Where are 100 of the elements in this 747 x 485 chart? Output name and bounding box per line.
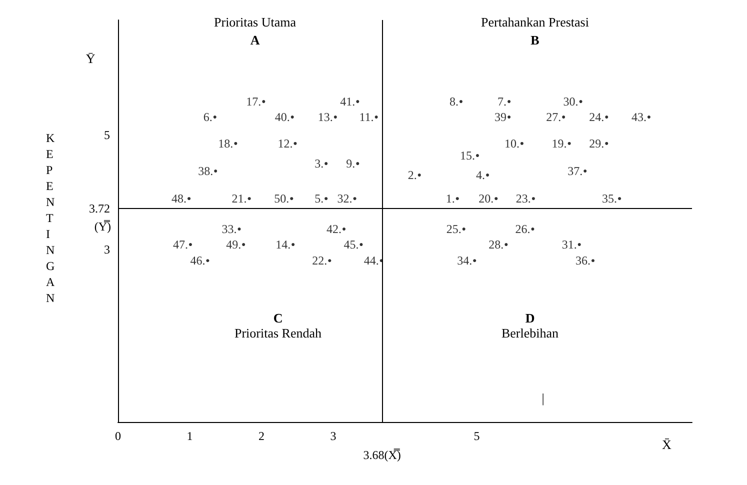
point — [334, 116, 337, 119]
point — [562, 116, 566, 119]
point — [242, 243, 246, 246]
point — [262, 100, 266, 104]
y-axis-title: Ȳ — [86, 51, 96, 66]
annotation: C — [273, 310, 283, 326]
point — [360, 243, 363, 246]
x-tick-label: 0 — [115, 429, 121, 443]
series-label: 11. — [359, 110, 374, 124]
point — [213, 116, 216, 119]
point — [324, 197, 328, 200]
point — [504, 243, 508, 246]
series-label: 7. — [498, 94, 507, 109]
series-label: 20. — [478, 192, 494, 206]
series-label: 34. — [457, 254, 472, 268]
x-tick-label: 3 — [330, 429, 336, 443]
series-label: 19. — [552, 136, 567, 150]
point — [494, 197, 498, 200]
series-label: 31. — [562, 238, 577, 252]
point — [353, 197, 356, 200]
series-label: 18. — [218, 136, 234, 150]
y-tick-label: 5 — [104, 128, 110, 142]
point — [292, 243, 295, 246]
series-label: 25. — [446, 222, 462, 236]
annotation: B — [530, 32, 540, 48]
annotation: Berlebihan — [501, 326, 560, 340]
point — [508, 100, 511, 104]
point — [290, 197, 294, 200]
series-label: 1. — [446, 192, 455, 206]
point — [584, 170, 587, 173]
series-label: 5. — [314, 192, 324, 206]
series-label: 28. — [488, 238, 504, 252]
x-tick-label: 2 — [258, 429, 264, 443]
series-label: 17. — [246, 94, 262, 109]
point — [248, 197, 251, 200]
point — [456, 197, 459, 200]
point — [324, 162, 328, 166]
series-label: 30. — [563, 94, 578, 109]
point — [214, 170, 218, 173]
series-label: 29. — [589, 136, 604, 150]
point — [486, 174, 490, 177]
y-tick-label: 3 — [104, 242, 110, 257]
series-label: 42. — [326, 222, 342, 236]
point — [520, 142, 524, 145]
point — [508, 116, 511, 119]
point — [342, 228, 346, 231]
point — [356, 100, 360, 104]
point — [188, 243, 192, 246]
series-label: 2. — [408, 168, 417, 182]
series-label: 14. — [276, 238, 291, 252]
point — [605, 116, 608, 119]
series-label: 33. — [222, 222, 237, 236]
point — [206, 259, 210, 262]
series-label: 9. — [346, 156, 356, 171]
series-label: 39 — [494, 110, 507, 124]
point — [459, 100, 462, 104]
series-label: 37. — [568, 164, 583, 178]
point — [618, 197, 622, 200]
point — [568, 142, 571, 145]
annotation: Pertahankan Prestasi — [481, 14, 590, 30]
series-label: 48. — [172, 192, 187, 206]
series-label: 13. — [318, 110, 333, 124]
series-label: 45. — [344, 238, 359, 252]
point — [238, 228, 241, 231]
text: KEPENTINGAN — [46, 131, 55, 305]
series-label: 41. — [340, 94, 356, 109]
point — [531, 228, 534, 231]
point — [328, 259, 332, 262]
point — [532, 197, 535, 200]
point — [234, 142, 238, 145]
point — [462, 228, 466, 231]
point — [647, 116, 650, 119]
annotation: Prioritas Utama — [214, 14, 296, 30]
annotation: D — [525, 310, 535, 326]
series-label: 47. — [172, 238, 188, 252]
series-label: 23. — [516, 192, 531, 206]
series-label: 12. — [278, 136, 293, 150]
annotation: A — [250, 32, 260, 48]
point — [591, 259, 594, 262]
point — [579, 100, 582, 104]
series-label: 32. — [337, 192, 352, 206]
series-label: 46. — [190, 254, 206, 268]
series-label: 36. — [575, 254, 590, 268]
series-label: 40. — [274, 110, 290, 124]
series-label: 10. — [504, 136, 520, 150]
point — [294, 142, 297, 145]
series-label: 3. — [314, 156, 324, 171]
point — [578, 243, 581, 246]
y-tick-label: 3.72 — [89, 201, 110, 216]
point — [290, 116, 294, 119]
point — [418, 174, 421, 177]
point — [188, 197, 191, 200]
point — [476, 154, 479, 158]
series-label: 43. — [631, 110, 646, 124]
point — [605, 142, 608, 145]
ref-line-label: 3.68(X̿) — [363, 448, 401, 462]
series-label: 15. — [460, 148, 475, 163]
series-label: 8. — [449, 94, 458, 109]
point — [473, 259, 476, 262]
series-label: 27. — [546, 110, 562, 124]
